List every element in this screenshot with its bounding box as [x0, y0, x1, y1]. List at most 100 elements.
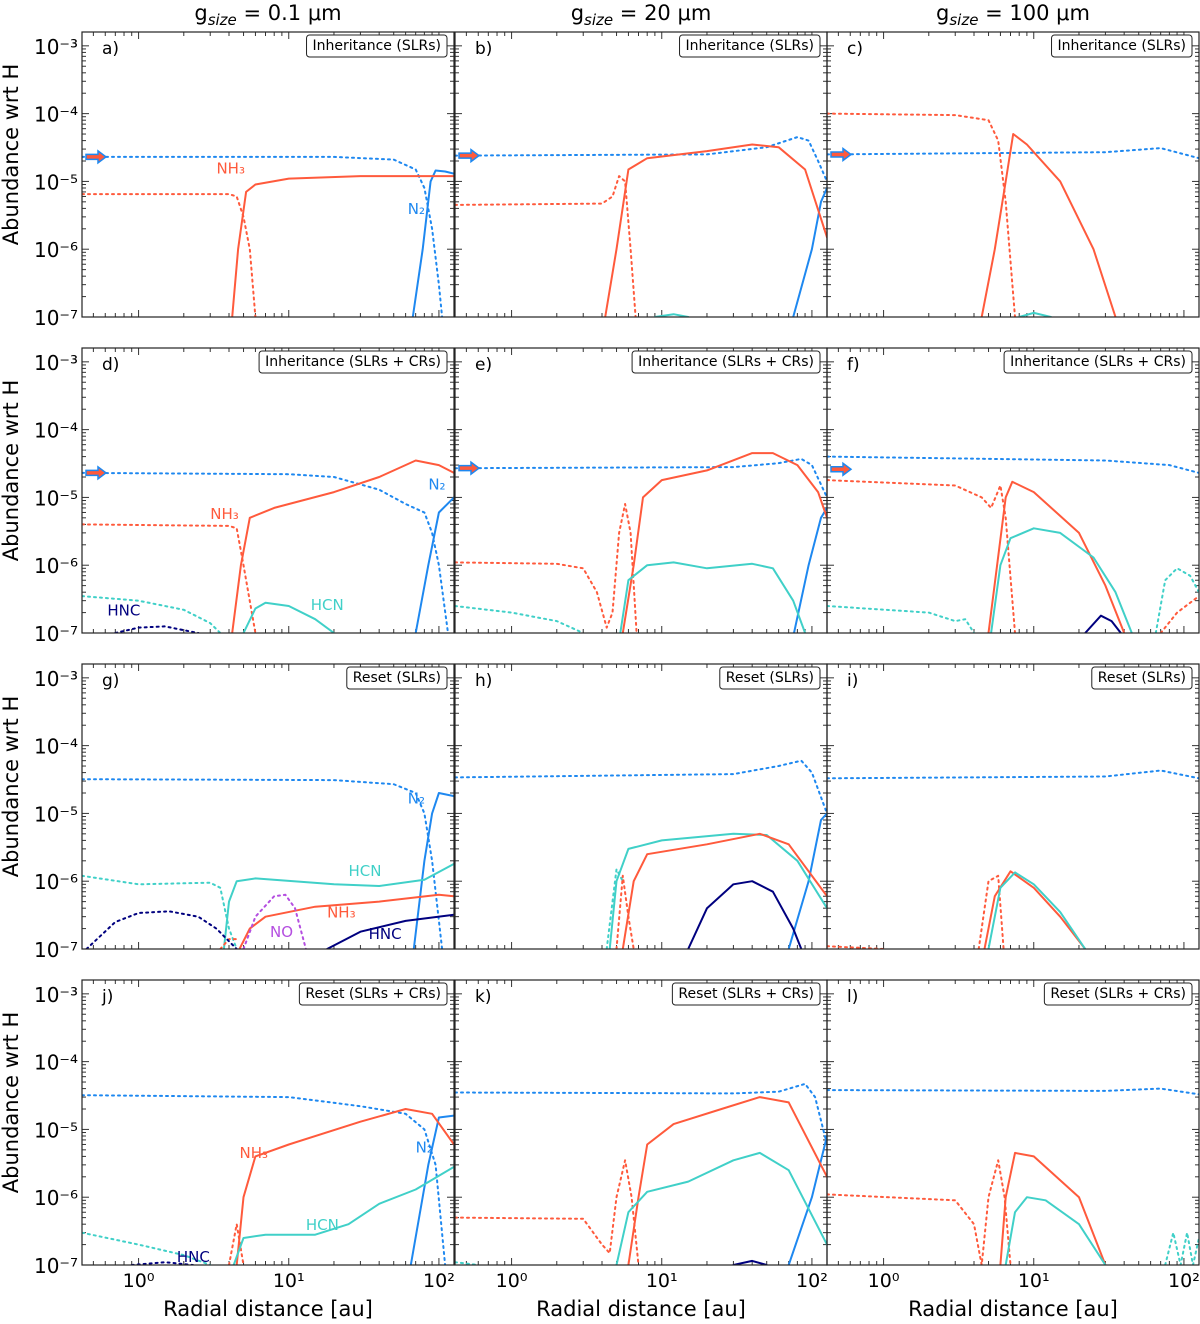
ticks: [455, 980, 827, 1266]
panel-frame: [454, 979, 828, 1266]
curve-nh3-dotted: [827, 479, 1016, 633]
panel-frame: [826, 663, 1200, 950]
curve-hnc-solid: [326, 913, 454, 949]
x-tick-label: 10²: [1168, 1270, 1200, 1292]
legend-box: [1091, 666, 1193, 690]
curves: [82, 1094, 454, 1265]
curve-nh3-dotted: [455, 503, 638, 633]
panel-a: a) Inheritance (SLRs) NH₃ N₂ 10⁻³ 10⁻⁴ 10⁻⁵ 10⁻…: [0, 31, 455, 330]
y-axis-label: Abundance wrt H: [0, 696, 23, 877]
curves: [455, 759, 827, 949]
x-tick-label: 10²: [423, 1270, 455, 1292]
species-label-n2: N₂: [428, 476, 445, 494]
curve-hnc-dotted: [85, 910, 238, 949]
y-tick-label: 10⁻³: [34, 983, 78, 1007]
curve-hcn-solid: [242, 601, 335, 633]
curve-hcn-solid: [232, 1165, 454, 1265]
curve-n2-dotted: [827, 455, 1199, 474]
curve-n2-dotted: [82, 778, 444, 949]
legend-box: [298, 982, 448, 1006]
species-label-nh3: NH₃: [240, 1144, 269, 1162]
title-rest: = 20 μm: [613, 1, 711, 25]
panel-letter: c): [847, 39, 863, 59]
curve-nh3-dotted: [228, 1223, 245, 1265]
ticks: [82, 980, 454, 1266]
legend-box: [306, 34, 448, 58]
curve-n2-dotted: [455, 136, 827, 183]
legend-box: [671, 982, 821, 1006]
curve-n2-solid: [787, 1135, 827, 1265]
legend-box: [679, 34, 821, 58]
species-label-hcn: HCN: [349, 862, 382, 880]
y-tick-label: 10⁻⁵: [34, 170, 78, 194]
legend-box: [1043, 982, 1193, 1006]
y-tick-label: 10⁻⁷: [34, 938, 78, 962]
curve-hcn-solid: [1004, 1196, 1107, 1265]
panel-e: e) Inheritance (SLRs + CRs): [454, 347, 828, 634]
legend-text: Reset (SLRs): [353, 670, 441, 686]
curve-n2-dotted: [82, 471, 449, 633]
species-label-hcn: HCN: [306, 1216, 339, 1234]
x-tick-label: 10¹: [1018, 1270, 1050, 1292]
panel-letter: g): [102, 671, 119, 691]
y-axis-label: Abundance wrt H: [0, 64, 23, 245]
legend-text: Reset (SLRs): [726, 670, 814, 686]
curve-hcn-dotted: [1154, 567, 1199, 633]
species-label-nh3: NH₃: [216, 160, 245, 178]
curve-hcn-dotted: [82, 874, 238, 949]
initial-abundance-arrow-icon: [830, 461, 853, 477]
ticks: [455, 664, 827, 950]
curve-nh3-dotted: [827, 1159, 1012, 1265]
title-sub: size: [208, 11, 237, 29]
curve-nh3-dotted: [615, 874, 635, 949]
curve-hcn-dotted: [82, 595, 222, 633]
curves: [827, 455, 1199, 633]
curve-nh3-dotted: [82, 193, 257, 317]
curve-n2-solid: [411, 169, 454, 317]
initial-abundance-arrow-icon: [85, 149, 108, 165]
ticks: [82, 32, 454, 318]
curve-hcn-dotted: [455, 605, 585, 633]
curve-n2-solid: [792, 187, 827, 317]
y-tick-label: 10⁻⁶: [34, 554, 78, 578]
curve-nh3-solid: [980, 133, 1117, 317]
legend-box: [1003, 350, 1193, 374]
curve-nh3-dotted: [455, 1159, 640, 1265]
curve-nh3-dotted: [977, 874, 1005, 949]
panel-frame: [81, 31, 455, 318]
x-tick-label: 10⁰: [123, 1270, 155, 1292]
panel-letter: e): [475, 355, 492, 375]
panel-f: f) Inheritance (SLRs + CRs): [826, 347, 1200, 634]
curve-n2-dotted: [455, 1082, 827, 1146]
column-title: gsize = 20 μm: [571, 1, 712, 29]
panel-c: c) Inheritance (SLRs): [826, 31, 1200, 318]
curve-nh3-solid: [231, 459, 454, 633]
legend-text: Inheritance (SLRs): [686, 38, 814, 54]
curve-nh3-solid: [627, 1096, 827, 1265]
curve-n2-dotted: [455, 457, 827, 499]
curve-n2-dotted: [827, 769, 1199, 780]
curve-nh3-solid: [604, 143, 827, 317]
curve-hnc-solid: [732, 1259, 768, 1265]
curve-hcn-solid: [990, 527, 1133, 633]
species-label-n2: N₂: [408, 790, 425, 808]
ticks: [455, 32, 827, 318]
curve-n2-dotted: [82, 155, 444, 317]
y-axis-label: Abundance wrt H: [0, 380, 23, 561]
legend-box: [719, 666, 821, 690]
curves: [82, 155, 454, 317]
ticks: [827, 32, 1199, 318]
panel-frame: [826, 979, 1200, 1266]
x-tick-label: 10¹: [273, 1270, 305, 1292]
legend-box: [1051, 34, 1193, 58]
curve-n2-dotted: [827, 147, 1199, 160]
curves: [82, 459, 454, 633]
column-title: gsize = 0.1 μm: [194, 1, 341, 29]
legend-box: [631, 350, 821, 374]
x-axis-label: Radial distance [au]: [908, 1297, 1118, 1320]
y-tick-label: 10⁻⁶: [34, 238, 78, 262]
curve-nh3-solid: [231, 175, 454, 317]
curve-nh3-solid: [983, 870, 1087, 949]
ticks: [827, 348, 1199, 634]
panel-l: l) Reset (SLRs + CRs) 10⁰ 10¹ 10² Radial dist…: [826, 979, 1200, 1321]
